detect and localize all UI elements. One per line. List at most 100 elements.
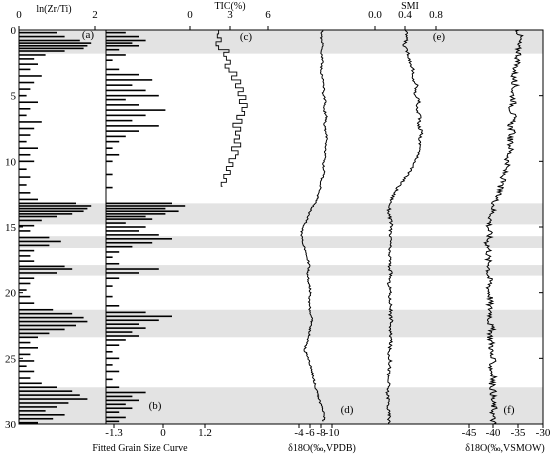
data-bar xyxy=(19,260,35,262)
x-tick-label: 0.8 xyxy=(429,9,443,21)
data-bar xyxy=(19,42,92,44)
depth-tick-label: 20 xyxy=(5,288,17,300)
depth-tick-label: 25 xyxy=(5,353,17,365)
data-bar xyxy=(19,394,80,396)
data-bar xyxy=(19,360,35,362)
data-bar xyxy=(106,79,153,81)
series-line xyxy=(385,29,424,425)
data-bar xyxy=(19,207,88,210)
data-bar xyxy=(19,295,31,298)
data-bar xyxy=(19,81,35,84)
data-bar xyxy=(19,35,65,38)
data-bar xyxy=(19,192,31,194)
data-bar xyxy=(19,50,65,52)
panel-d xyxy=(298,30,333,428)
data-bar xyxy=(106,84,133,86)
data-bar xyxy=(106,295,113,298)
data-bar xyxy=(106,262,120,265)
data-bar xyxy=(106,331,133,333)
data-bar xyxy=(106,256,113,259)
data-bar xyxy=(106,44,139,47)
data-bar xyxy=(19,121,42,123)
x-tick-label: -35 xyxy=(511,427,526,439)
depth-tick-label: 10 xyxy=(5,156,17,168)
data-bar xyxy=(106,416,126,419)
data-bar xyxy=(19,75,42,77)
data-bar xyxy=(19,160,35,163)
series-line xyxy=(483,29,524,425)
axis-title: Fitted Grain Size Curve xyxy=(92,443,188,454)
data-bar xyxy=(19,210,84,213)
data-bar xyxy=(19,147,38,149)
data-bar xyxy=(19,377,31,379)
data-bar xyxy=(106,251,120,253)
data-bar xyxy=(106,319,159,322)
data-bar xyxy=(19,39,80,42)
data-bar xyxy=(106,272,139,274)
data-bar xyxy=(19,308,54,311)
data-bar xyxy=(106,350,113,353)
data-bar xyxy=(19,390,73,392)
data-bar xyxy=(106,210,179,213)
data-bar xyxy=(106,218,153,220)
data-bar xyxy=(19,219,42,222)
data-bar xyxy=(19,316,84,319)
axis-title: δ18O(‰,VSMOW) xyxy=(465,443,544,454)
data-bar xyxy=(106,386,120,389)
data-bar xyxy=(106,315,172,318)
x-tick-label: -40 xyxy=(486,427,501,439)
data-bar xyxy=(106,125,159,127)
data-bar xyxy=(19,134,31,136)
grey-band xyxy=(19,203,543,225)
data-bar xyxy=(106,89,146,92)
data-bar xyxy=(106,160,113,163)
data-bar xyxy=(19,202,76,205)
data-bar xyxy=(19,406,57,408)
data-bar xyxy=(19,386,57,389)
data-bar xyxy=(19,336,38,339)
data-bar xyxy=(106,130,139,132)
x-tick-label: 0.4 xyxy=(398,9,412,21)
data-bar xyxy=(106,226,146,228)
grey-band xyxy=(19,236,543,249)
plot-frame xyxy=(18,29,544,425)
depth-tick-label: 15 xyxy=(5,222,17,234)
panel-a xyxy=(18,26,96,424)
data-bar xyxy=(19,402,69,404)
data-bar xyxy=(19,255,31,257)
data-bar xyxy=(106,94,159,97)
data-bar xyxy=(19,249,35,252)
data-bar xyxy=(106,31,126,34)
panel-c xyxy=(189,26,269,187)
panel-label: (c) xyxy=(240,31,253,43)
axis-title: SMI xyxy=(401,1,419,12)
data-bar xyxy=(106,344,120,346)
panel-label: (f) xyxy=(504,404,515,416)
data-bar xyxy=(106,215,146,218)
data-bar xyxy=(19,230,31,232)
data-bar xyxy=(19,101,38,104)
data-bar xyxy=(19,353,31,356)
data-bar xyxy=(19,240,61,243)
data-bar xyxy=(106,241,153,244)
data-bar xyxy=(19,140,27,143)
grey-band xyxy=(19,309,543,338)
data-bar xyxy=(106,238,172,240)
data-bar xyxy=(106,202,172,205)
data-bar xyxy=(106,109,166,111)
data-bar xyxy=(106,268,159,270)
data-bar xyxy=(106,378,113,381)
data-bar xyxy=(106,395,133,398)
data-bar xyxy=(106,230,139,232)
data-bar xyxy=(19,68,31,71)
panel-label: (e) xyxy=(433,31,446,43)
x-tick-label: 1.2 xyxy=(198,427,212,439)
data-bar xyxy=(106,48,120,51)
panel-label: (d) xyxy=(341,404,354,416)
data-bar xyxy=(19,328,65,331)
data-bar xyxy=(106,186,113,189)
x-tick-label: 0 xyxy=(187,9,193,21)
depth-tick-label: 30 xyxy=(5,419,17,431)
data-bar xyxy=(19,347,38,349)
